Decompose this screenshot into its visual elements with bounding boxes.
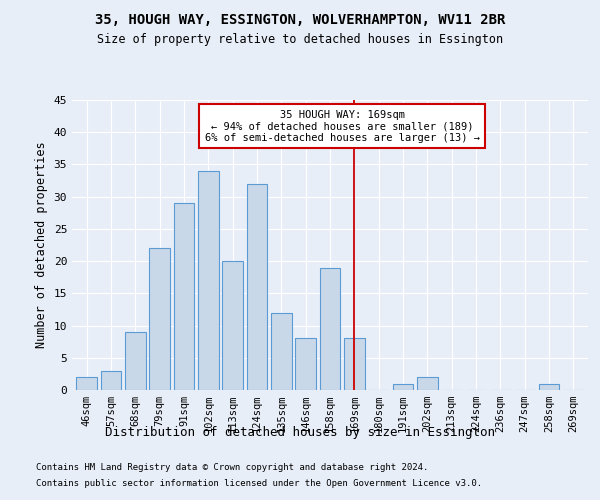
Text: Distribution of detached houses by size in Essington: Distribution of detached houses by size … bbox=[105, 426, 495, 439]
Text: Contains public sector information licensed under the Open Government Licence v3: Contains public sector information licen… bbox=[36, 478, 482, 488]
Bar bbox=[101, 370, 121, 390]
Bar bbox=[76, 377, 97, 390]
Bar bbox=[125, 332, 146, 390]
Bar bbox=[417, 377, 438, 390]
Y-axis label: Number of detached properties: Number of detached properties bbox=[35, 142, 48, 348]
Bar bbox=[539, 384, 559, 390]
Bar bbox=[198, 171, 218, 390]
Text: Size of property relative to detached houses in Essington: Size of property relative to detached ho… bbox=[97, 32, 503, 46]
Text: 35 HOUGH WAY: 169sqm
← 94% of detached houses are smaller (189)
6% of semi-detac: 35 HOUGH WAY: 169sqm ← 94% of detached h… bbox=[205, 110, 479, 143]
Text: Contains HM Land Registry data © Crown copyright and database right 2024.: Contains HM Land Registry data © Crown c… bbox=[36, 464, 428, 472]
Bar bbox=[173, 203, 194, 390]
Bar bbox=[222, 261, 243, 390]
Bar bbox=[149, 248, 170, 390]
Bar bbox=[247, 184, 268, 390]
Bar bbox=[320, 268, 340, 390]
Bar bbox=[295, 338, 316, 390]
Bar bbox=[271, 312, 292, 390]
Bar bbox=[392, 384, 413, 390]
Text: 35, HOUGH WAY, ESSINGTON, WOLVERHAMPTON, WV11 2BR: 35, HOUGH WAY, ESSINGTON, WOLVERHAMPTON,… bbox=[95, 12, 505, 26]
Bar bbox=[344, 338, 365, 390]
